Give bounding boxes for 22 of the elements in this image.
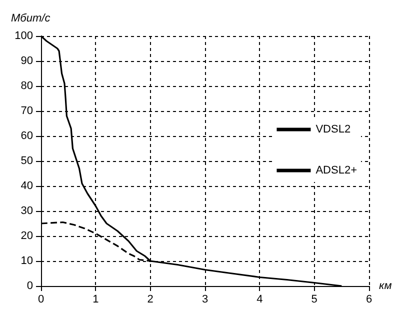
legend-label: ADSL2+: [316, 164, 358, 176]
y-tick-label: 0: [26, 280, 33, 292]
x-tick-label: 6: [366, 294, 372, 306]
x-tick-label: 5: [311, 294, 318, 306]
y-tick-label: 60: [20, 130, 33, 142]
y-tick-label: 50: [20, 155, 33, 167]
y-axis-title: Мбит/с: [11, 12, 51, 24]
y-tick-label: 70: [20, 105, 33, 117]
legend-label: VDSL2: [316, 124, 351, 136]
y-tick-label: 100: [14, 30, 33, 42]
y-tick-label: 40: [20, 180, 33, 192]
y-tick-label: 90: [20, 55, 33, 67]
x-tick-label: 3: [202, 294, 208, 306]
y-tick-label: 20: [20, 230, 33, 242]
x-tick-label: 4: [256, 294, 263, 306]
y-tick-label: 10: [20, 255, 33, 267]
x-tick-label: 0: [38, 294, 44, 306]
y-tick-label: 80: [20, 80, 33, 92]
x-tick-label: 2: [147, 294, 154, 306]
x-tick-label: 1: [92, 294, 99, 306]
y-tick-label: 30: [20, 205, 33, 217]
x-axis-title: км: [379, 280, 392, 292]
